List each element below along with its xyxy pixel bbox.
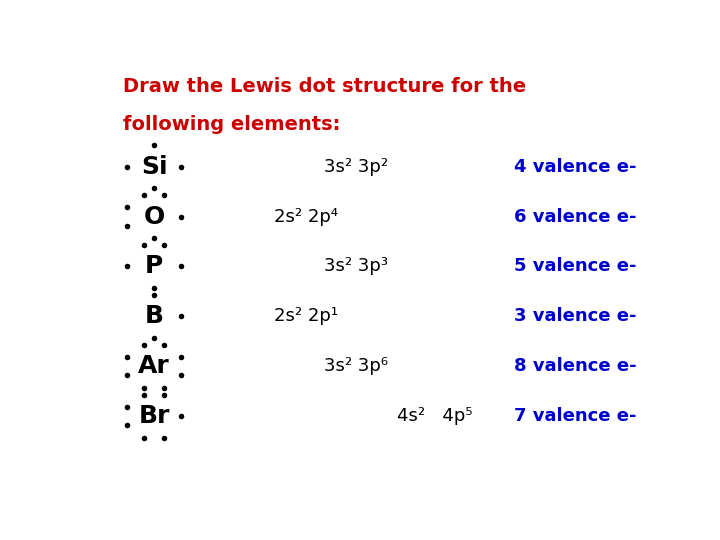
Text: 3s² 3p²: 3s² 3p² <box>324 158 389 176</box>
Text: B: B <box>145 305 163 328</box>
Text: 6 valence e-: 6 valence e- <box>514 207 636 226</box>
Text: 4 valence e-: 4 valence e- <box>514 158 636 176</box>
Text: 3 valence e-: 3 valence e- <box>514 307 636 326</box>
Text: Draw the Lewis dot structure for the: Draw the Lewis dot structure for the <box>124 77 526 96</box>
Text: 3s² 3p³: 3s² 3p³ <box>324 258 388 275</box>
Text: Ar: Ar <box>138 354 170 378</box>
Text: Si: Si <box>141 154 168 179</box>
Text: following elements:: following elements: <box>124 114 341 134</box>
Text: 8 valence e-: 8 valence e- <box>514 357 636 375</box>
Text: 2s² 2p¹: 2s² 2p¹ <box>274 307 338 326</box>
Text: P: P <box>145 254 163 279</box>
Text: Br: Br <box>138 404 170 428</box>
Text: O: O <box>143 205 165 228</box>
Text: 3s² 3p⁶: 3s² 3p⁶ <box>324 357 389 375</box>
Text: 4s²   4p⁵: 4s² 4p⁵ <box>397 407 472 425</box>
Text: 2s² 2p⁴: 2s² 2p⁴ <box>274 207 338 226</box>
Text: 7 valence e-: 7 valence e- <box>514 407 636 425</box>
Text: 5 valence e-: 5 valence e- <box>514 258 636 275</box>
